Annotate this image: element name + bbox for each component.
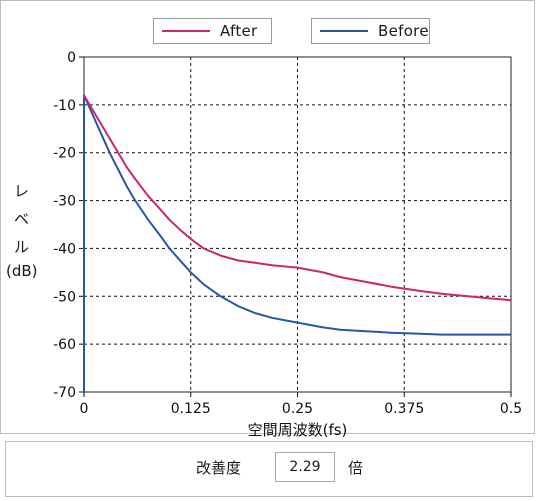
- series-line-before: [83, 94, 511, 392]
- y-axis-label-1: レ: [14, 182, 30, 200]
- chart-panel: [0, 0, 535, 434]
- y-tick-label: -10: [53, 98, 76, 114]
- legend-item-before: Before: [311, 18, 430, 44]
- x-axis-label: 空間周波数(fs): [248, 421, 348, 439]
- y-tick-label: -70: [53, 385, 76, 401]
- y-axis-label-2: ベ: [14, 210, 30, 228]
- improvement-unit: 倍: [348, 459, 364, 477]
- improvement-value-field[interactable]: 2.29: [275, 452, 335, 482]
- y-axis-label-3: ル: [14, 238, 30, 256]
- y-tick-label: -30: [53, 194, 76, 210]
- series-line-after: [83, 94, 512, 302]
- x-tick-label: 0: [80, 401, 89, 417]
- y-tick-label: 0: [67, 50, 76, 66]
- y-tick-label: -60: [53, 337, 76, 353]
- x-tick-label: 0.375: [384, 401, 424, 417]
- legend-label-after: After: [220, 22, 258, 40]
- improvement-label: 改善度: [196, 459, 242, 477]
- legend-swatch-after: [162, 30, 210, 32]
- y-tick-label: -20: [53, 146, 76, 162]
- legend-label-before: Before: [378, 22, 429, 40]
- improvement-panel: 改善度 2.29 倍: [5, 441, 533, 497]
- y-tick-label: -50: [53, 289, 76, 305]
- x-tick-label: 0.5: [500, 401, 522, 417]
- y-axis-label-4: (dB): [6, 262, 38, 280]
- legend-item-after: After: [153, 18, 272, 44]
- x-tick-label: 0.25: [282, 401, 313, 417]
- line-chart: 0-10-20-30-40-50-60-700 0.125 0.25 0.375 0.5…: [53, 50, 522, 439]
- y-tick-label: -40: [53, 241, 76, 257]
- legend-swatch-before: [320, 30, 368, 32]
- x-tick-label: 0.125: [171, 401, 211, 417]
